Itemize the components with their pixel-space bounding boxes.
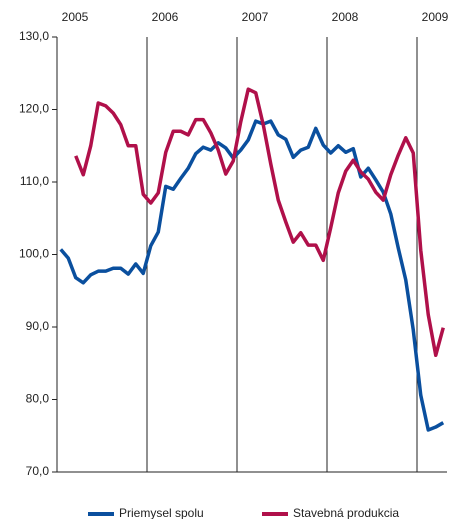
legend-label: Priemysel spolu bbox=[119, 506, 204, 519]
y-tick-label: 80,0 bbox=[26, 392, 50, 406]
y-tick-label: 120,0 bbox=[19, 102, 49, 116]
year-label: 2009 bbox=[422, 10, 449, 24]
series-line bbox=[59, 119, 445, 432]
year-label: 2007 bbox=[242, 10, 269, 24]
y-tick-label: 110,0 bbox=[20, 174, 49, 188]
year-label: 2008 bbox=[332, 10, 359, 24]
legend-label: Stavebná produkcia bbox=[293, 506, 399, 519]
year-label: 2005 bbox=[62, 10, 89, 24]
y-tick-label: 70,0 bbox=[26, 464, 50, 478]
y-tick-label: 90,0 bbox=[26, 319, 50, 333]
y-tick-label: 100,0 bbox=[19, 247, 49, 261]
series-line bbox=[74, 87, 445, 358]
y-tick-label: 130,0 bbox=[19, 29, 49, 43]
year-label: 2006 bbox=[152, 10, 179, 24]
